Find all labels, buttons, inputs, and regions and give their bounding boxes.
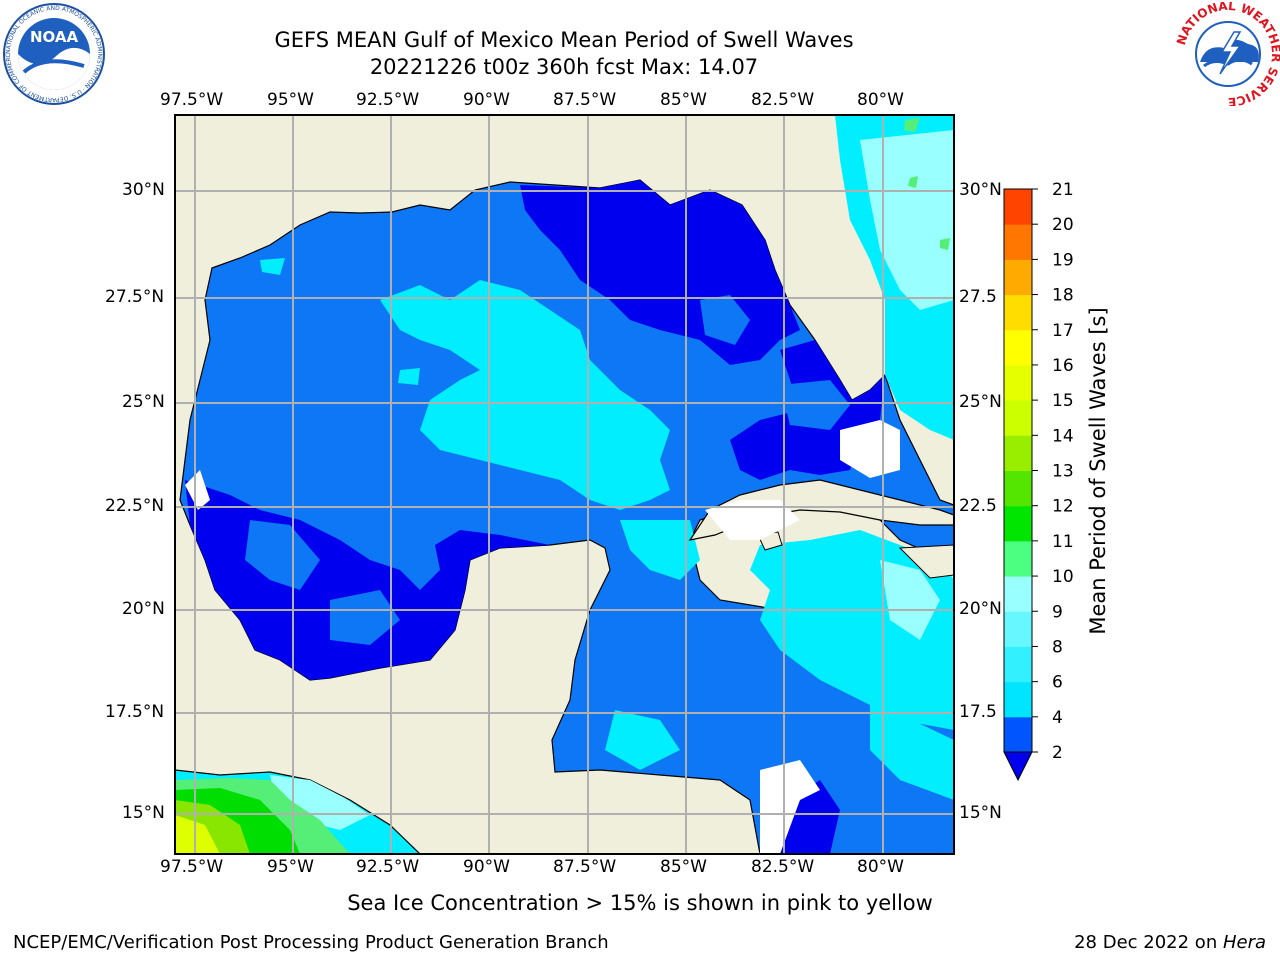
colorbar: 2 4 6 8 9 10 11 12 13 14 15 16 17 18 19 20 21 [1003,180,1074,782]
lat-label-right-1: 27.5 [959,287,997,307]
colorbar-segment [1004,329,1032,366]
lon-label-bottom-7: 80°W [857,857,904,877]
lon-label-top-1: 95°W [267,90,314,110]
lon-label-top-3: 90°W [463,90,510,110]
colorbar-segment [1004,259,1032,296]
colorbar-tick-label: 17 [1052,321,1074,341]
colorbar-segment [1004,505,1032,542]
colorbar-segment [1004,400,1032,436]
lon-label-top-7: 80°W [857,90,904,110]
noaa-logo: NATIONAL OCEANIC AND ATMOSPHERIC ADMINIS… [2,2,105,105]
colorbar-tick-label: 20 [1052,215,1074,235]
lon-label-bottom-3: 90°W [463,857,510,877]
lon-label-bottom-1: 95°W [267,857,314,877]
lat-label-left-2: 25°N [122,392,165,412]
lon-label-bottom-6: 82.5°W [751,857,815,877]
lon-label-top-6: 82.5°W [751,90,815,110]
map-subtitle: 20221226 t00z 360h fcst Max: 14.07 [369,55,759,79]
lat-label-right-0: 30°N [959,180,1002,200]
lat-label-right-4: 20°N [959,599,1002,619]
footer-date: 28 Dec 2022 on Hera [1074,932,1266,953]
lat-label-left-1: 27.5°N [105,287,165,307]
colorbar-segment [1004,364,1032,401]
lon-label-top-4: 87.5°W [553,90,617,110]
noaa-logo-text: NOAA [30,28,79,46]
colorbar-tick-label: 11 [1052,532,1074,552]
colorbar-tick-label: 16 [1052,356,1074,376]
map-title: GEFS MEAN Gulf of Mexico Mean Period of … [274,28,854,52]
colorbar-segment [1004,681,1032,718]
lat-label-left-4: 20°N [122,599,165,619]
lon-label-bottom-5: 85°W [660,857,707,877]
colorbar-tick-label: 15 [1052,391,1074,411]
lon-label-top-0: 97.5°W [160,90,224,110]
colorbar-segment [1004,224,1032,260]
colorbar-tick-label: 10 [1052,567,1074,587]
colorbar-segment [1004,716,1032,753]
lon-label-top-2: 92.5°W [356,90,420,110]
colorbar-tick-label: 2 [1052,743,1063,763]
colorbar-tick-label: 19 [1052,250,1074,270]
lat-label-left-6: 15°N [122,803,165,823]
map-frame [174,114,955,855]
colorbar-segment [1004,576,1032,612]
colorbar-tick-label: 14 [1052,426,1074,446]
gridlines [175,115,954,854]
colorbar-tick-label: 21 [1052,180,1074,200]
colorbar-segment [1004,294,1032,331]
colorbar-segment [1004,189,1032,225]
lon-label-top-5: 85°W [660,90,707,110]
colorbar-tick-label: 6 [1052,673,1063,693]
colorbar-tick-label: 9 [1052,602,1063,622]
lat-label-right-2: 25°N [959,392,1002,412]
colorbar-segment [1004,470,1032,507]
lat-label-left-0: 30°N [122,180,165,200]
lon-label-bottom-2: 92.5°W [356,857,420,877]
lat-label-right-6: 15°N [959,803,1002,823]
colorbar-tick-label: 13 [1052,462,1074,482]
nws-logo: NATIONAL WEATHER SERVICE [1176,2,1280,106]
colorbar-tick-label: 12 [1052,497,1074,517]
lat-label-left-3: 22.5°N [105,496,165,516]
colorbar-tick-label: 18 [1052,286,1074,306]
lat-label-right-3: 22.5 [959,496,997,516]
colorbar-segment [1004,435,1032,471]
lat-label-left-5: 17.5°N [105,702,165,722]
colorbar-under-triangle [1003,751,1033,782]
footer-branch: NCEP/EMC/Verification Post Processing Pr… [13,932,609,953]
colorbar-label: Mean Period of Swell Waves [s] [1086,307,1110,634]
footer-machine: Hera [1222,932,1266,953]
colorbar-segment [1004,540,1032,577]
colorbar-segment [1004,646,1032,683]
colorbar-tick-label: 4 [1052,708,1063,728]
colorbar-segment [1004,611,1032,647]
lat-label-right-5: 17.5 [959,702,997,722]
sea-ice-note: Sea Ice Concentration > 15% is shown in … [347,891,933,915]
lon-label-bottom-0: 97.5°W [160,857,224,877]
colorbar-tick-label: 8 [1052,637,1063,657]
lon-label-bottom-4: 87.5°W [553,857,617,877]
